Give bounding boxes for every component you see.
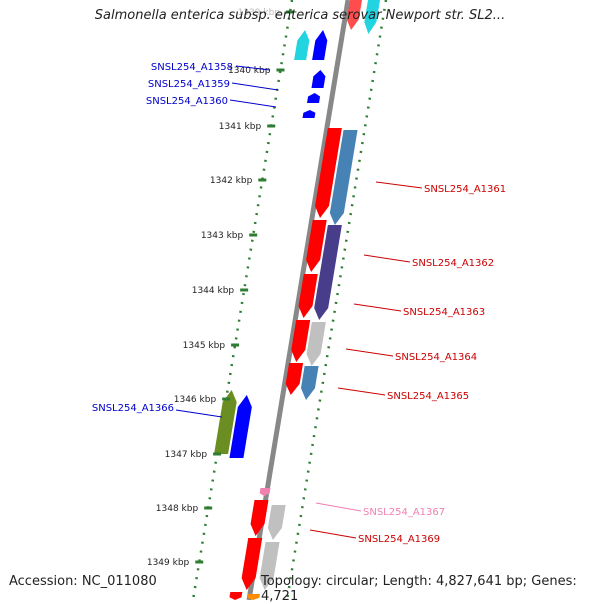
gene-feature [285, 363, 304, 395]
gene-label-leader [231, 82, 279, 91]
kbp-tick-label: 1342 kbp [210, 176, 253, 186]
gene-label: SNSL254_A1365 [387, 391, 469, 402]
gene-feature [247, 594, 260, 600]
gene-label-leader [235, 65, 271, 71]
gene-label-leader [229, 99, 277, 108]
gene-label-leader [337, 387, 386, 396]
gene-label: SNSL254_A1369 [358, 534, 440, 545]
gene-label: SNSL254_A1360 [146, 96, 228, 107]
gene-feature [241, 538, 263, 590]
gene-label: SNSL254_A1359 [148, 79, 230, 90]
gene-label-leader [345, 348, 394, 357]
gene-label: SNSL254_A1362 [412, 258, 494, 269]
gene-feature [346, 0, 362, 30]
gene-feature [300, 366, 319, 400]
gene-feature [314, 225, 342, 320]
kbp-tick-label: 1348 kbp [156, 504, 199, 514]
gene-label-leader [315, 502, 362, 512]
gene-label-leader [353, 303, 402, 312]
gene-label: SNSL254_A1367 [363, 507, 445, 518]
accession-text: Accession: NC_011080 [9, 574, 157, 589]
gene-feature [312, 30, 328, 60]
map-title: Salmonella enterica subsp. enterica sero… [94, 8, 506, 23]
gene-feature [259, 542, 280, 590]
kbp-tick-label: 1347 kbp [165, 450, 208, 460]
kbp-tick-label: 1339 kbp [238, 8, 281, 18]
gene-feature [364, 0, 380, 34]
gene-feature [250, 500, 269, 536]
kbp-tick-label: 1346 kbp [174, 395, 217, 405]
gene-label: SNSL254_A1363 [403, 307, 485, 318]
gene-label: SNSL254_A1358 [151, 62, 233, 73]
gene-feature [306, 322, 326, 366]
gene-feature [298, 274, 318, 318]
gene-feature [267, 505, 286, 540]
gene-label: SNSL254_A1364 [395, 352, 477, 363]
kbp-tick-label: 1343 kbp [201, 231, 244, 241]
gene-feature [294, 30, 310, 60]
gene-feature [315, 128, 342, 218]
gene-feature [302, 110, 316, 118]
kbp-tick-label: 1345 kbp [183, 341, 226, 351]
gene-label-leader [175, 409, 223, 418]
kbp-tick-label: 1340 kbp [228, 66, 271, 76]
gene-feature [307, 93, 321, 103]
gene-feature [306, 220, 327, 272]
gene-label: SNSL254_A1366 [92, 403, 174, 414]
gene-feature [311, 70, 326, 88]
gene-label: SNSL254_A1361 [424, 184, 506, 195]
gene-feature [291, 320, 311, 362]
gene-label-leader [375, 181, 423, 189]
gene-feature [329, 130, 358, 225]
gene-label-leader [363, 254, 411, 263]
gene-feature [229, 395, 252, 458]
gene-feature [259, 488, 271, 496]
gene-feature [229, 592, 243, 600]
kbp-tick-label: 1344 kbp [192, 286, 235, 296]
gene-label-leader [309, 529, 357, 539]
gene-feature [214, 390, 237, 454]
kbp-tick-label: 1349 kbp [147, 558, 190, 568]
kbp-tick-label: 1341 kbp [219, 122, 262, 132]
